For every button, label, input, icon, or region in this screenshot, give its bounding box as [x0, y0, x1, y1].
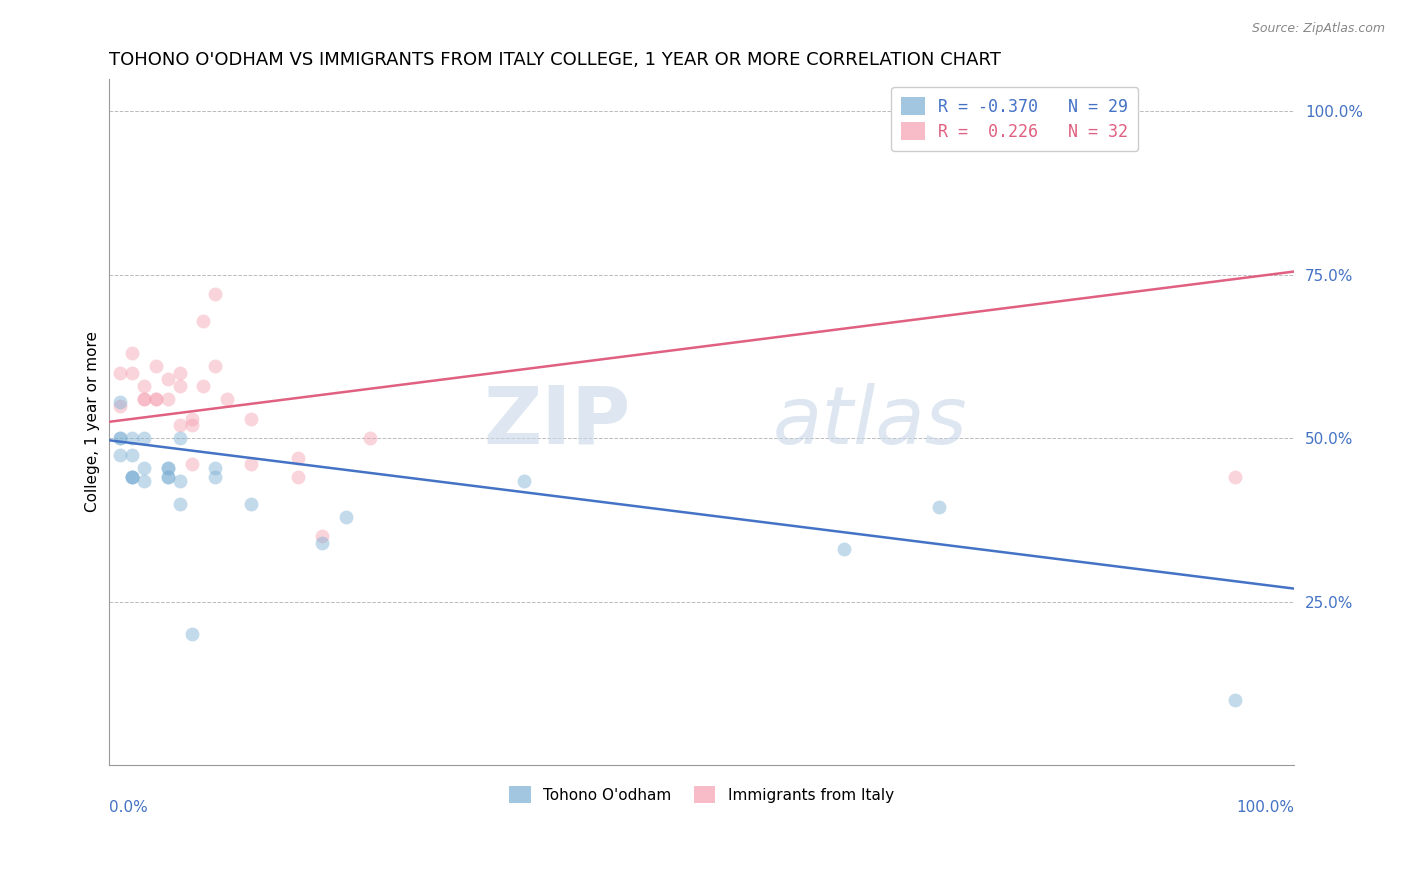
Point [180, 458, 202, 472]
Point [134, 431, 156, 445]
Point [287, 450, 309, 465]
Point [156, 470, 179, 484]
Text: Source: ZipAtlas.com: Source: ZipAtlas.com [1251, 22, 1385, 36]
Text: ZIP: ZIP [484, 383, 630, 461]
Point [239, 497, 262, 511]
Point [217, 392, 239, 406]
Point [110, 431, 132, 445]
Point [169, 379, 191, 393]
Point [204, 287, 226, 301]
Point [832, 542, 855, 557]
Point [359, 431, 381, 445]
Point [512, 474, 534, 488]
Text: 0.0%: 0.0% [108, 799, 148, 814]
Point [169, 474, 191, 488]
Point [180, 411, 202, 425]
Point [193, 313, 215, 327]
Point [110, 431, 132, 445]
Point [180, 418, 202, 433]
Point [204, 470, 226, 484]
Point [169, 497, 191, 511]
Point [335, 509, 357, 524]
Point [121, 346, 143, 360]
Point [287, 470, 309, 484]
Point [180, 627, 202, 641]
Point [121, 448, 143, 462]
Point [121, 470, 143, 484]
Point [110, 448, 132, 462]
Point [121, 470, 143, 484]
Point [311, 529, 333, 543]
Point [134, 460, 156, 475]
Y-axis label: College, 1 year or more: College, 1 year or more [86, 332, 100, 512]
Point [239, 458, 262, 472]
Text: TOHONO O'ODHAM VS IMMIGRANTS FROM ITALY COLLEGE, 1 YEAR OR MORE CORRELATION CHAR: TOHONO O'ODHAM VS IMMIGRANTS FROM ITALY … [108, 51, 1001, 69]
Point [193, 379, 215, 393]
Legend: Tohono O'odham, Immigrants from Italy: Tohono O'odham, Immigrants from Italy [503, 780, 900, 809]
Point [145, 392, 167, 406]
Point [134, 392, 156, 406]
Point [169, 431, 191, 445]
Point [121, 366, 143, 380]
Point [156, 460, 179, 475]
Point [110, 399, 132, 413]
Point [156, 392, 179, 406]
Point [110, 395, 132, 409]
Point [1225, 693, 1247, 707]
Text: atlas: atlas [773, 383, 967, 461]
Point [121, 470, 143, 484]
Point [169, 418, 191, 433]
Point [156, 470, 179, 484]
Point [156, 460, 179, 475]
Point [134, 474, 156, 488]
Point [145, 359, 167, 374]
Point [239, 411, 262, 425]
Point [156, 372, 179, 386]
Point [121, 431, 143, 445]
Point [110, 366, 132, 380]
Point [134, 379, 156, 393]
Point [169, 366, 191, 380]
Text: 100.0%: 100.0% [1236, 799, 1295, 814]
Point [928, 500, 950, 514]
Point [204, 359, 226, 374]
Point [204, 460, 226, 475]
Point [311, 536, 333, 550]
Point [145, 392, 167, 406]
Point [134, 392, 156, 406]
Point [1225, 470, 1247, 484]
